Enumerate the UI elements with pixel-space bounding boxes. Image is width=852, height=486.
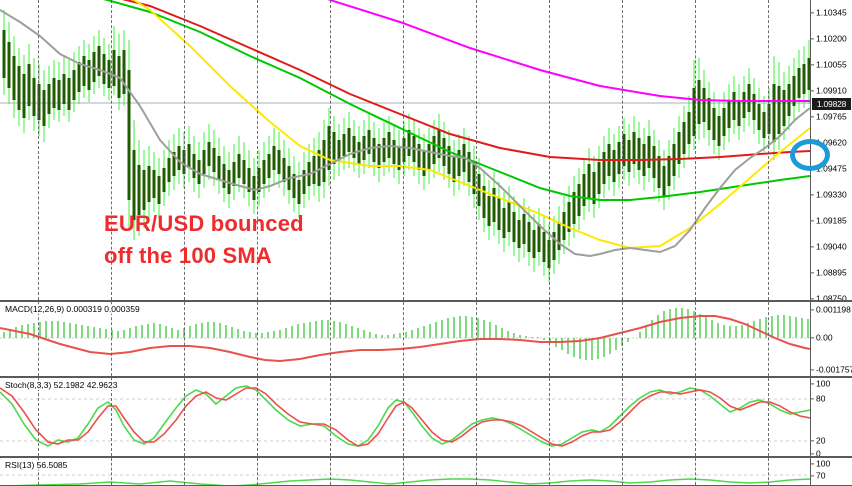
- stoch-vgrid: [330, 378, 331, 456]
- macd-tick: 0.00: [811, 333, 833, 342]
- rsi-plot-area[interactable]: RSI(13) 56.5085: [0, 458, 810, 485]
- rsi-tick: 70: [811, 471, 825, 480]
- stoch-vgrid: [38, 378, 39, 456]
- price-tick: 1.10200: [811, 34, 847, 43]
- rsi-vgrid: [622, 458, 623, 485]
- rsi-vgrid: [476, 458, 477, 485]
- price-tick: 1.09765: [811, 112, 847, 121]
- current-price-label: 1.09828: [812, 98, 851, 110]
- stoch-plot-area[interactable]: Stoch(8,3,3) 52.1982 42.9623: [0, 378, 810, 456]
- price-plot-area[interactable]: [0, 0, 810, 300]
- stoch-tick: 20: [811, 436, 825, 445]
- price-vgrid: [184, 0, 185, 300]
- price-tick: 1.08895: [811, 268, 847, 277]
- rsi-vgrid: [257, 458, 258, 485]
- stoch-tick: 0: [811, 449, 821, 456]
- macd-scale[interactable]: 0.001198 0.00 -0.001757: [810, 302, 852, 376]
- rsi-vgrid: [695, 458, 696, 485]
- macd-vgrid: [768, 302, 769, 376]
- macd-histogram: [3, 308, 809, 360]
- rsi-pane[interactable]: RSI(13) 56.5085 100 70: [0, 457, 852, 486]
- price-vgrid: [695, 0, 696, 300]
- macd-vgrid: [476, 302, 477, 376]
- macd-vgrid: [330, 302, 331, 376]
- annotation-line-1: EUR/USD bounced: [104, 211, 304, 236]
- ma-400-magenta-line: [327, 0, 810, 102]
- price-vgrid: [257, 0, 258, 300]
- price-tick: 1.09040: [811, 242, 847, 251]
- price-vgrid: [768, 0, 769, 300]
- rsi-vgrid: [403, 458, 404, 485]
- rsi-vgrid: [549, 458, 550, 485]
- ma-50-yellow-line: [132, 0, 810, 250]
- stoch-vgrid: [111, 378, 112, 456]
- rsi-line: [11, 478, 810, 485]
- rsi-vgrid: [330, 458, 331, 485]
- stoch-vgrid: [768, 378, 769, 456]
- macd-vgrid: [695, 302, 696, 376]
- price-vgrid: [403, 0, 404, 300]
- price-vgrid: [111, 0, 112, 300]
- chart-annotation-text: EUR/USD bounced off the 100 SMA: [104, 208, 304, 272]
- rsi-tick: 100: [811, 459, 830, 468]
- macd-signal-line: [0, 315, 810, 363]
- rsi-label: RSI(13) 56.5085: [4, 460, 69, 470]
- macd-vgrid: [549, 302, 550, 376]
- stoch-d-line: [0, 387, 810, 447]
- macd-vgrid: [403, 302, 404, 376]
- stoch-label: Stoch(8,3,3) 52.1982 42.9623: [4, 380, 119, 390]
- price-series-svg: [0, 0, 810, 282]
- stoch-tick: 100: [811, 379, 830, 388]
- price-vgrid: [38, 0, 39, 300]
- price-tick: 1.09910: [811, 86, 847, 95]
- macd-vgrid: [622, 302, 623, 376]
- macd-vgrid: [38, 302, 39, 376]
- stoch-series-svg: [0, 385, 810, 447]
- stoch-vgrid: [403, 378, 404, 456]
- price-vgrid: [549, 0, 550, 300]
- candlestick-series: [2, 10, 810, 282]
- price-vgrid: [622, 0, 623, 300]
- stochastic-pane[interactable]: Stoch(8,3,3) 52.1982 42.9623 100 80 20 0: [0, 377, 852, 457]
- macd-tick: 0.001198: [811, 305, 851, 314]
- ma-200-green-line: [103, 0, 810, 201]
- rsi-vgrid: [111, 458, 112, 485]
- price-tick: 1.09330: [811, 190, 847, 199]
- macd-tick: -0.001757: [811, 365, 852, 374]
- macd-pane[interactable]: MACD(12,26,9) 0.000319 0.000359 0.001198…: [0, 301, 852, 377]
- macd-vgrid: [257, 302, 258, 376]
- price-tick: 1.08750: [811, 294, 847, 300]
- price-vgrid: [476, 0, 477, 300]
- stoch-vgrid: [549, 378, 550, 456]
- macd-label: MACD(12,26,9) 0.000319 0.000359: [4, 304, 141, 314]
- macd-vgrid: [184, 302, 185, 376]
- annotation-line-2: off the 100 SMA: [104, 243, 273, 268]
- stoch-vgrid: [476, 378, 477, 456]
- stoch-tick: 80: [811, 394, 825, 403]
- bounce-highlight-ellipse: [790, 139, 830, 171]
- macd-plot-area[interactable]: MACD(12,26,9) 0.000319 0.000359: [0, 302, 810, 376]
- rsi-vgrid: [184, 458, 185, 485]
- stoch-vgrid: [184, 378, 185, 456]
- rsi-vgrid: [38, 458, 39, 485]
- rsi-scale[interactable]: 100 70: [810, 458, 852, 485]
- price-tick: 1.09185: [811, 216, 847, 225]
- rsi-vgrid: [768, 458, 769, 485]
- stoch-vgrid: [695, 378, 696, 456]
- price-vgrid: [330, 0, 331, 300]
- rsi-series-svg: [0, 474, 810, 485]
- price-tick: 1.10055: [811, 60, 847, 69]
- stoch-vgrid: [622, 378, 623, 456]
- price-tick: 1.10345: [811, 8, 847, 17]
- stoch-scale[interactable]: 100 80 20 0: [810, 378, 852, 456]
- macd-series-svg: [0, 308, 810, 363]
- ma-100-red-line: [121, 0, 810, 161]
- macd-vgrid: [111, 302, 112, 376]
- stoch-vgrid: [257, 378, 258, 456]
- stoch-k-line: [0, 385, 810, 447]
